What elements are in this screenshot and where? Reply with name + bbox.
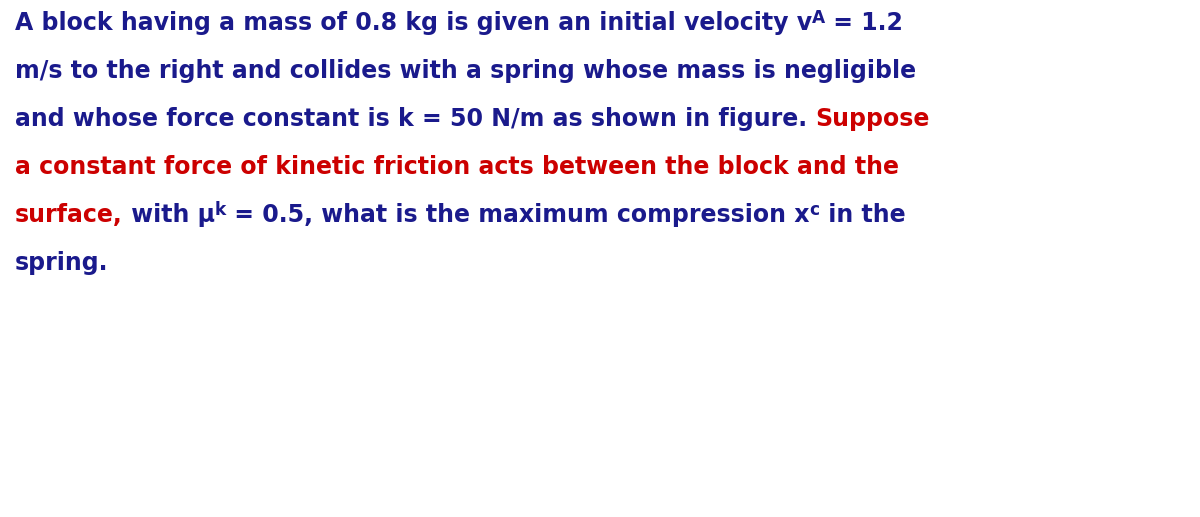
Text: surface,: surface, xyxy=(14,203,122,227)
Text: = 0.5, what is the maximum compression x: = 0.5, what is the maximum compression x xyxy=(226,203,810,227)
Text: A: A xyxy=(812,9,826,27)
Text: k: k xyxy=(215,201,226,219)
Text: Suppose: Suppose xyxy=(815,107,930,131)
Text: a constant force of kinetic friction acts between the block and the: a constant force of kinetic friction act… xyxy=(14,155,899,179)
Text: A block having a mass of 0.8 kg is given an initial velocity v: A block having a mass of 0.8 kg is given… xyxy=(14,11,812,35)
Text: c: c xyxy=(810,201,820,219)
Text: = 1.2: = 1.2 xyxy=(826,11,904,35)
Text: in the: in the xyxy=(820,203,905,227)
Text: with μ: with μ xyxy=(122,203,215,227)
Text: and whose force constant is k = 50 N/m as shown in figure.: and whose force constant is k = 50 N/m a… xyxy=(14,107,815,131)
Text: spring.: spring. xyxy=(14,251,108,275)
Text: m/s to the right and collides with a spring whose mass is negligible: m/s to the right and collides with a spr… xyxy=(14,59,916,83)
